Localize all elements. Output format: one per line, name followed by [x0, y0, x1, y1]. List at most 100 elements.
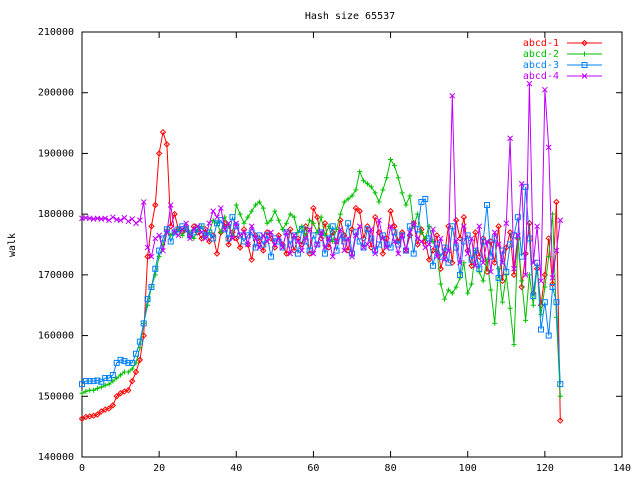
data-point [364, 241, 371, 248]
data-point [503, 220, 510, 227]
data-point [221, 226, 228, 233]
data-point [372, 250, 378, 257]
data-point [109, 372, 116, 379]
data-point [210, 235, 217, 242]
data-point [422, 244, 429, 251]
data-point [94, 377, 101, 384]
y-tick-label: 160000 [38, 331, 74, 342]
data-point [167, 223, 174, 230]
data-point [291, 232, 298, 239]
data-point [507, 135, 513, 142]
data-point [507, 241, 514, 248]
data-point [387, 223, 394, 230]
data-point [121, 358, 128, 365]
data-point [453, 284, 459, 290]
data-point [530, 293, 537, 300]
data-point [553, 314, 559, 320]
data-point [291, 232, 297, 239]
data-point [422, 195, 429, 202]
series-line [81, 132, 561, 421]
data-point [252, 244, 259, 251]
data-point [248, 229, 255, 236]
data-point [191, 226, 197, 233]
data-point [418, 199, 425, 205]
data-point [306, 247, 313, 254]
data-point [132, 368, 140, 376]
data-point [449, 92, 456, 99]
data-point [468, 235, 475, 242]
data-point [360, 244, 367, 251]
y-tick-label: 190000 [38, 148, 74, 159]
data-point [429, 247, 437, 254]
data-point [399, 232, 406, 239]
data-point [159, 128, 167, 136]
data-point [553, 247, 560, 254]
data-point [418, 238, 425, 245]
data-point [198, 223, 205, 230]
data-point [264, 238, 270, 245]
data-point [160, 247, 166, 254]
data-point [380, 235, 386, 242]
data-point [384, 175, 390, 181]
data-point [449, 290, 455, 296]
data-point [94, 385, 100, 391]
data-point [102, 215, 108, 222]
data-point [198, 229, 205, 236]
data-point [260, 232, 267, 239]
data-point [167, 202, 174, 208]
legend-label: abcd-2 [523, 49, 559, 60]
data-point [530, 302, 536, 308]
data-point [511, 342, 517, 348]
data-point [333, 238, 340, 245]
data-point [465, 290, 471, 296]
data-point [248, 223, 255, 230]
data-point [472, 262, 479, 269]
data-point [110, 214, 116, 221]
data-point [191, 235, 197, 241]
data-point [410, 220, 417, 227]
data-point [187, 235, 193, 242]
y-tick-label: 170000 [38, 270, 74, 281]
data-point [128, 377, 136, 385]
data-point [542, 86, 548, 93]
data-point [519, 278, 525, 284]
data-point [553, 198, 560, 206]
data-point [491, 259, 498, 266]
data-point [125, 369, 131, 375]
data-point [368, 226, 375, 233]
data-point [252, 235, 259, 242]
data-point [364, 226, 371, 233]
data-point [329, 223, 336, 230]
data-point [233, 220, 240, 227]
data-point [468, 262, 475, 269]
data-point [175, 226, 182, 233]
data-point [391, 163, 397, 169]
data-point [452, 217, 460, 224]
data-point [256, 244, 263, 251]
data-point [279, 244, 286, 251]
data-point [236, 244, 244, 251]
data-point [171, 210, 178, 218]
data-point [225, 220, 232, 227]
data-point [110, 378, 116, 384]
data-point [376, 217, 382, 224]
data-point [225, 241, 232, 248]
data-point [464, 250, 471, 257]
data-point [387, 207, 394, 215]
data-point [542, 284, 548, 290]
data-point [403, 247, 409, 254]
data-point [511, 265, 517, 272]
data-point [434, 253, 440, 260]
data-point [283, 220, 289, 226]
data-point [503, 272, 509, 278]
data-point [356, 207, 363, 215]
data-point [102, 375, 109, 382]
data-point [218, 229, 224, 235]
data-point [214, 214, 220, 221]
data-point [183, 226, 190, 233]
data-point [175, 232, 182, 239]
data-point [549, 284, 556, 290]
data-point [341, 199, 347, 205]
data-point [106, 375, 112, 382]
data-point [245, 241, 251, 248]
